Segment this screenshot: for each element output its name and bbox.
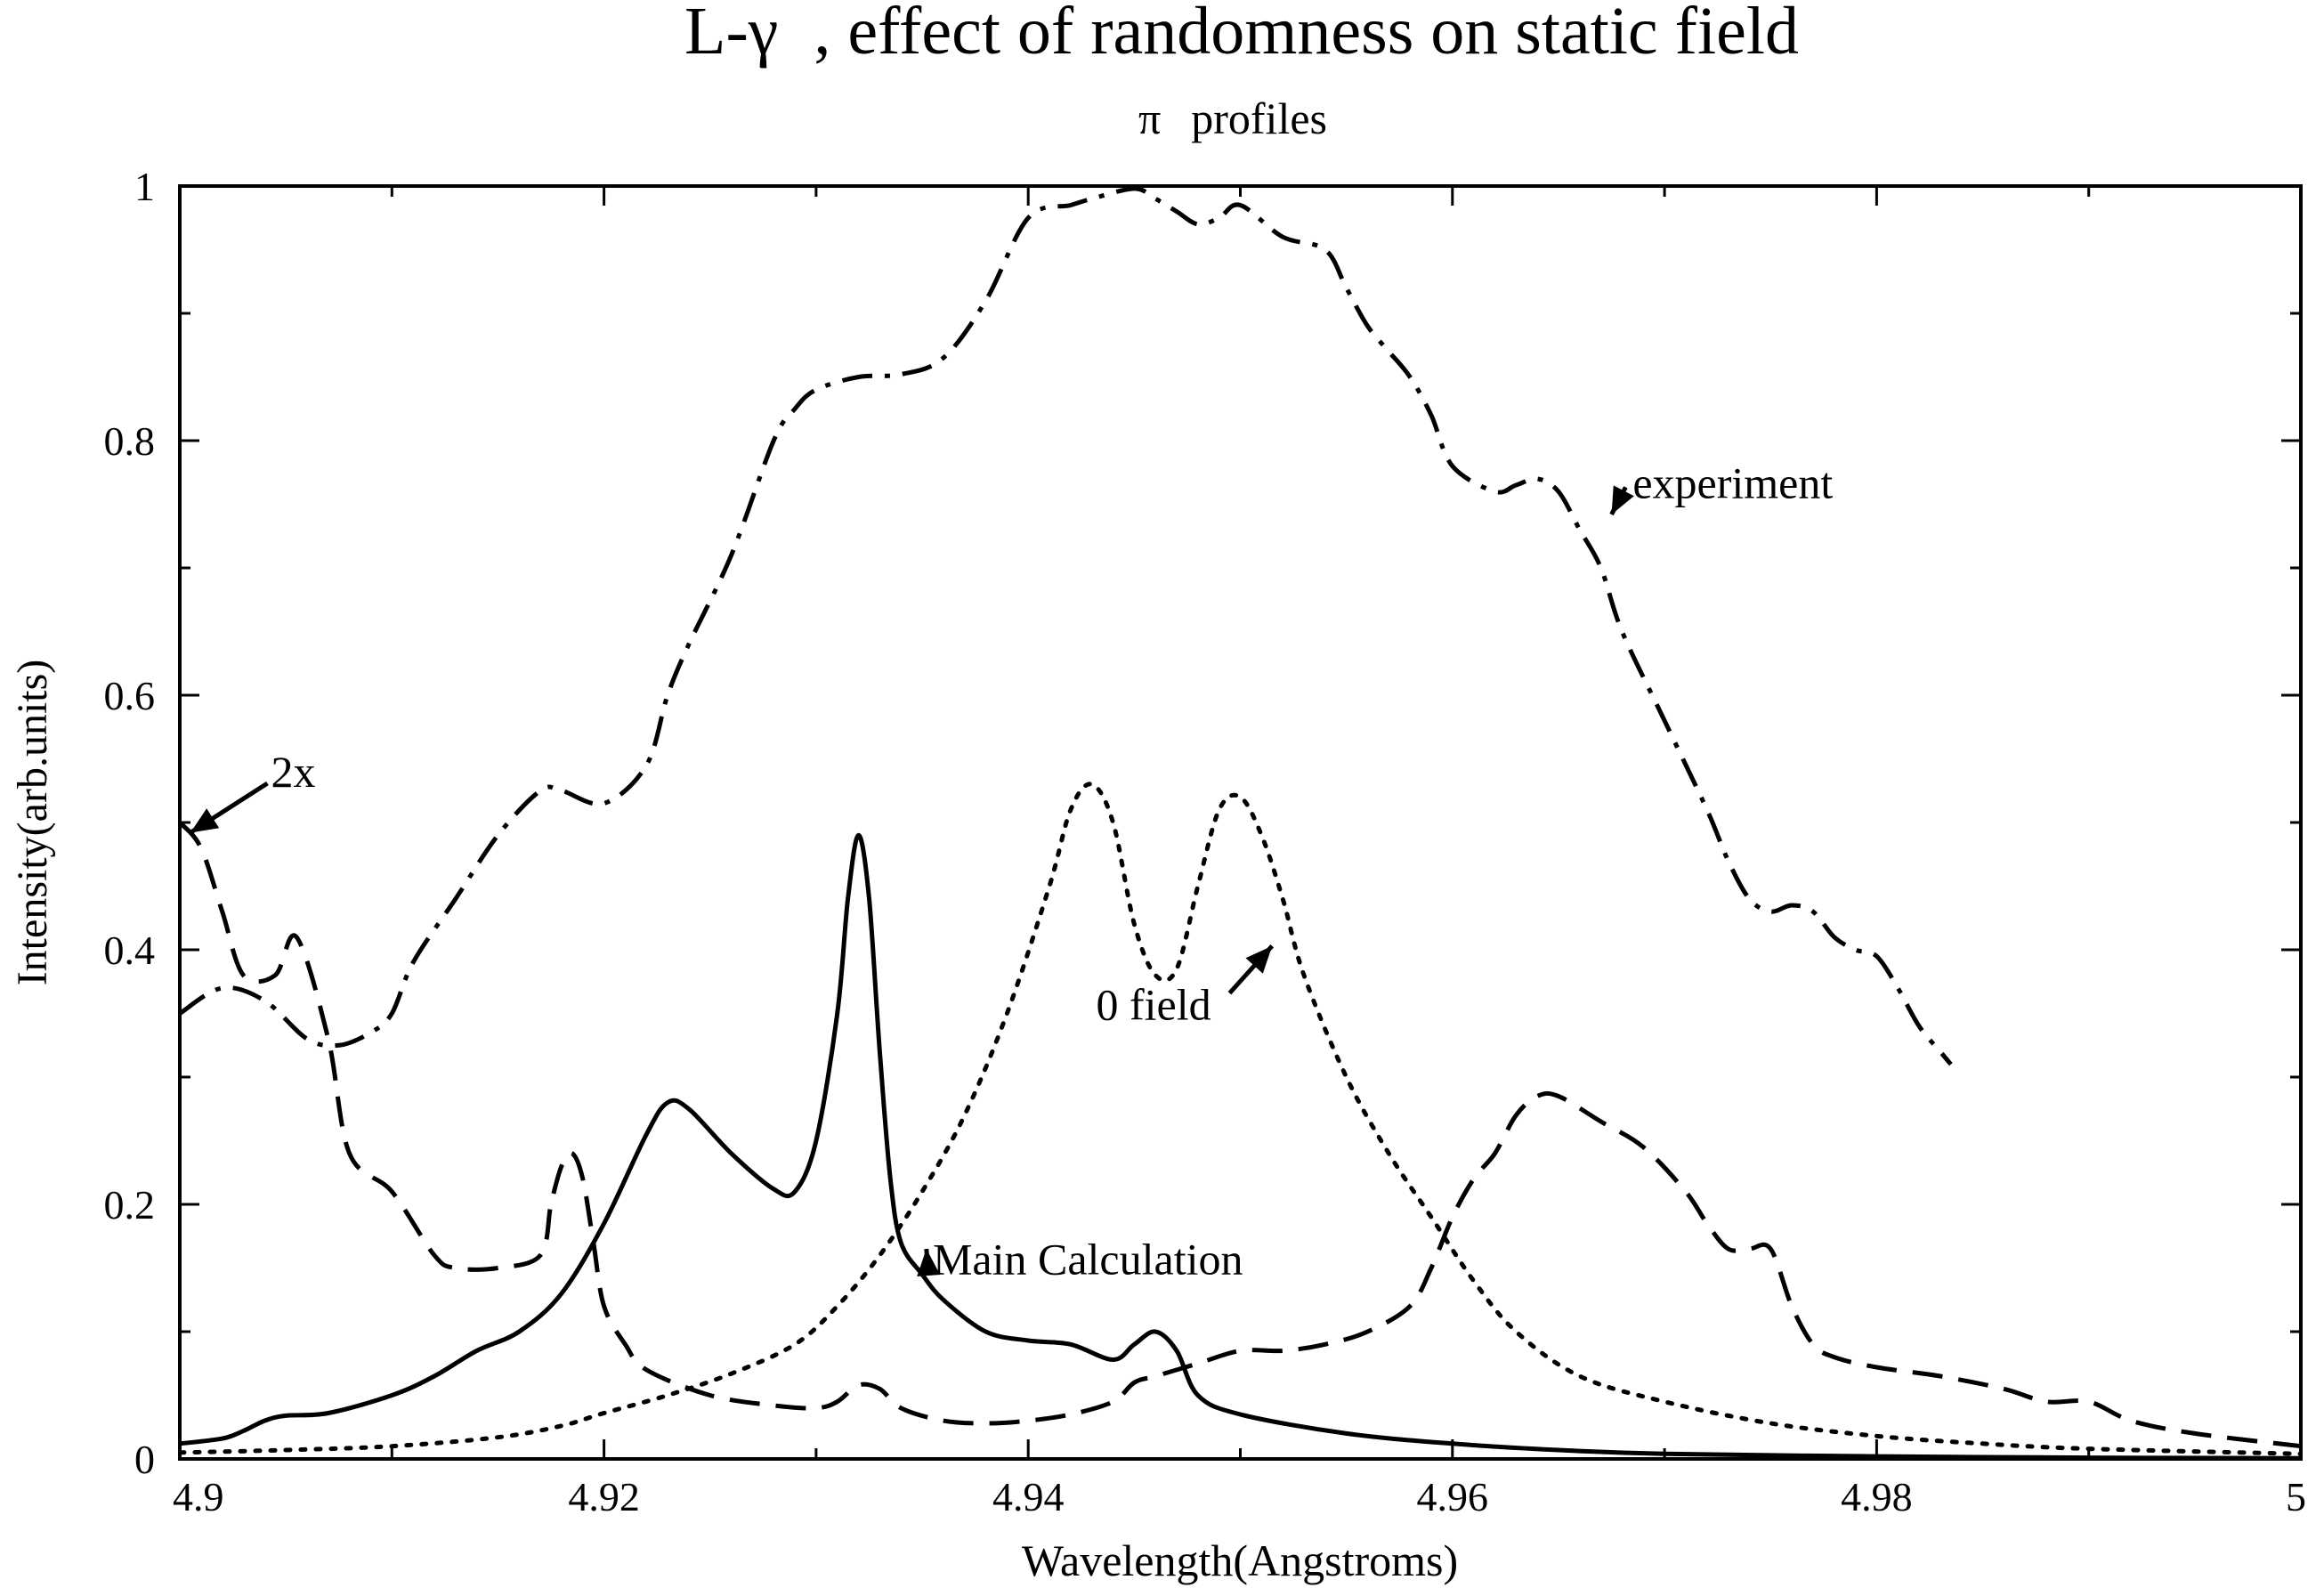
annotation-text: Main Calculation — [933, 1235, 1243, 1284]
annotation-arrow-head — [917, 1249, 941, 1276]
chart-subtitle: π profiles — [1138, 93, 1327, 143]
chart-title-suffix: , effect of randomness on static field — [814, 0, 1799, 69]
x-axis-label: Wavelength(Angstroms) — [1022, 1535, 1458, 1585]
y-tick-label: 0.2 — [104, 1182, 156, 1227]
chart-subtitle-symbol: π — [1138, 93, 1161, 143]
annotation-experiment: experiment — [1609, 458, 1833, 516]
y-tick-label: 0.4 — [104, 928, 156, 973]
annotation-text: 0 field — [1096, 980, 1211, 1030]
series-2x-line — [180, 821, 2301, 1449]
y-tick-label: 0.6 — [104, 673, 156, 718]
annotation-0-field: 0 field — [1096, 944, 1275, 1030]
y-tick-label: 0 — [134, 1437, 155, 1482]
chart-title-symbol: γ — [748, 0, 779, 69]
y-tick-label: 1 — [134, 164, 155, 209]
chart-title: L-γ , effect of randomness on static fiel… — [684, 0, 1799, 69]
annotation-arrow-head — [1245, 945, 1273, 974]
annotation-main-calculation: Main Calculation — [917, 1235, 1243, 1284]
annotation-2x: 2x — [189, 747, 315, 835]
annotation-text: 2x — [271, 747, 315, 797]
x-tick-label: 4.92 — [568, 1474, 640, 1519]
x-tick-label: 4.96 — [1417, 1474, 1489, 1519]
x-tick-label: 4.9 — [173, 1474, 224, 1519]
x-tick-label: 5 — [2286, 1474, 2306, 1519]
chart-title-prefix: L- — [684, 0, 749, 69]
y-axis-label: Intensity(arb.units) — [9, 660, 56, 986]
x-tick-label: 4.94 — [992, 1474, 1065, 1519]
x-tick-label: 4.98 — [1841, 1474, 1913, 1519]
series-experiment-line — [180, 186, 1953, 1066]
chart-subtitle-text: profiles — [1191, 93, 1327, 143]
series-0-field-line — [180, 782, 2301, 1456]
y-tick-label: 0.8 — [104, 418, 156, 464]
annotation-text: experiment — [1632, 458, 1833, 507]
annotation-arrow-head — [190, 808, 220, 833]
annotation-arrow-head — [1611, 485, 1634, 514]
series-main-calculation-line — [180, 832, 2301, 1459]
